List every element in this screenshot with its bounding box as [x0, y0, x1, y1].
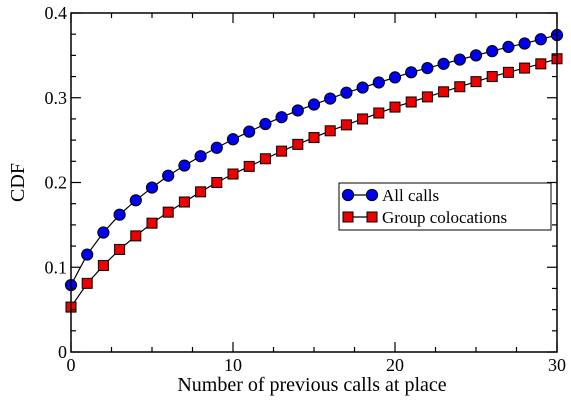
- data-point-s0-22: [421, 61, 434, 75]
- data-point-s0-19: [372, 76, 385, 89]
- x-axis-title: Number of previous calls at place: [177, 374, 446, 396]
- data-point-s0-20: [388, 71, 402, 84]
- data-point-s0-3: [113, 208, 126, 221]
- data-point-s0-16: [324, 92, 337, 105]
- data-point-s1-24: [454, 81, 466, 93]
- legend: All calls Group colocations: [338, 182, 552, 231]
- data-point-s0-1: [81, 248, 94, 261]
- data-point-s0-26: [486, 45, 499, 58]
- data-point-s0-29: [534, 33, 547, 46]
- data-point-s1-20: [389, 101, 401, 113]
- data-point-s0-7: [178, 159, 191, 172]
- legend-marker-0: [341, 188, 355, 202]
- data-point-s1-25: [470, 76, 482, 88]
- data-point-s1-3: [114, 243, 126, 255]
- data-point-s0-15: [307, 98, 321, 111]
- data-point-s1-22: [421, 91, 433, 103]
- x-tick-label: 20: [386, 355, 404, 375]
- data-point-s1-1: [81, 277, 93, 289]
- legend-label-0: All calls: [382, 186, 439, 205]
- legend-label-1: Group colocations: [382, 208, 507, 227]
- data-point-s0-23: [437, 57, 450, 70]
- y-tick-label: 0: [58, 342, 67, 362]
- y-axis-title: CDF: [7, 163, 29, 202]
- data-point-s0-4: [129, 194, 142, 207]
- data-point-s0-17: [340, 86, 353, 99]
- data-point-s0-27: [502, 40, 515, 54]
- data-point-s1-11: [243, 160, 255, 172]
- x-tick-label: 10: [224, 355, 242, 375]
- data-point-s1-8: [195, 186, 207, 198]
- y-tick-label: 0.2: [45, 173, 68, 193]
- legend-marker-1: [366, 211, 378, 223]
- data-point-s1-5: [146, 217, 158, 229]
- data-point-s0-5: [145, 181, 159, 194]
- data-point-s1-17: [340, 119, 352, 131]
- data-point-s0-14: [291, 104, 304, 117]
- data-point-s0-18: [356, 81, 369, 94]
- data-point-s1-15: [308, 132, 320, 144]
- data-point-s0-25: [469, 49, 483, 62]
- data-point-s0-11: [243, 125, 256, 138]
- data-point-s1-13: [276, 145, 288, 157]
- x-tick-label: 0: [67, 355, 76, 375]
- data-point-s1-2: [97, 260, 109, 272]
- data-point-s1-14: [292, 138, 304, 150]
- data-point-s1-4: [130, 230, 142, 242]
- x-tick-label: 30: [548, 355, 566, 375]
- data-point-s0-12: [259, 117, 272, 131]
- data-point-s0-13: [275, 111, 288, 124]
- data-point-s1-9: [211, 177, 223, 188]
- data-point-s1-19: [373, 107, 385, 119]
- data-point-s1-28: [519, 62, 531, 74]
- data-point-s0-28: [518, 37, 531, 50]
- data-point-s1-7: [178, 196, 190, 208]
- y-tick-label: 0.3: [45, 88, 68, 108]
- legend-marker-0: [365, 188, 379, 202]
- data-point-s1-21: [405, 96, 417, 108]
- data-point-s1-18: [357, 113, 369, 125]
- data-point-s1-6: [162, 206, 174, 218]
- y-tick-label: 0.4: [45, 3, 68, 23]
- data-point-s0-24: [453, 53, 466, 66]
- data-point-s0-10: [226, 133, 240, 146]
- data-point-s1-10: [227, 168, 239, 180]
- data-point-s1-26: [486, 71, 498, 83]
- data-point-s1-29: [535, 58, 547, 70]
- data-point-s1-12: [259, 153, 271, 165]
- series-line-0: [70, 34, 558, 286]
- data-point-s0-6: [162, 169, 175, 182]
- data-point-s1-27: [502, 66, 514, 78]
- data-point-s0-8: [194, 150, 207, 163]
- legend-marker-1: [342, 211, 354, 223]
- y-tick-label: 0.1: [45, 257, 68, 277]
- data-point-s0-2: [97, 226, 110, 239]
- data-point-s0-21: [405, 66, 418, 79]
- data-point-s1-23: [438, 86, 450, 98]
- data-point-s0-9: [210, 141, 223, 154]
- data-point-s1-16: [324, 125, 336, 137]
